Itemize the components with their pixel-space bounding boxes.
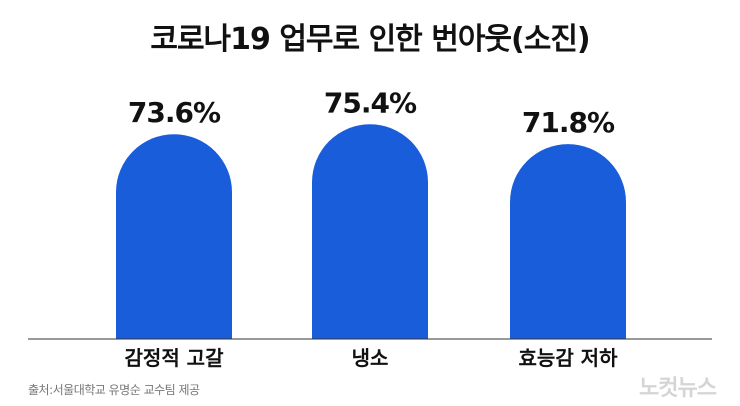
bar-3 [510, 144, 626, 339]
category-label-1: 감정적 고갈 [125, 346, 225, 370]
value-label-1: 73.6% [128, 96, 221, 129]
bar-2 [312, 124, 428, 339]
value-label-2: 75.4% [324, 86, 417, 119]
value-label-3: 71.8% [522, 106, 615, 139]
category-label-3: 효능감 저하 [519, 346, 619, 370]
category-label-2: 냉소 [352, 346, 389, 370]
news-logo-watermark: 노컷뉴스 [639, 376, 717, 401]
source-credit: 출처:서울대학교 유명순 교수팀 제공 [28, 383, 200, 397]
chart-title: 코로나19 업무로 인한 번아웃(소진) [150, 22, 590, 57]
bar-1 [116, 134, 232, 339]
